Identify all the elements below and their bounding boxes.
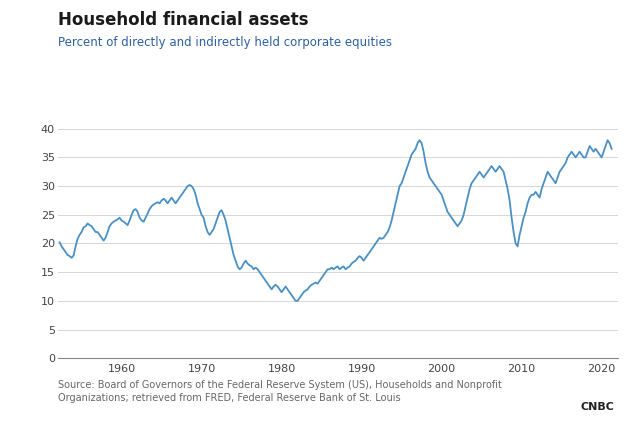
- Text: CNBC: CNBC: [580, 402, 614, 412]
- Text: Source: Board of Governors of the Federal Reserve System (US), Households and No: Source: Board of Governors of the Federa…: [58, 380, 502, 403]
- Text: Percent of directly and indirectly held corporate equities: Percent of directly and indirectly held …: [58, 36, 392, 49]
- Text: Household financial assets: Household financial assets: [58, 11, 308, 29]
